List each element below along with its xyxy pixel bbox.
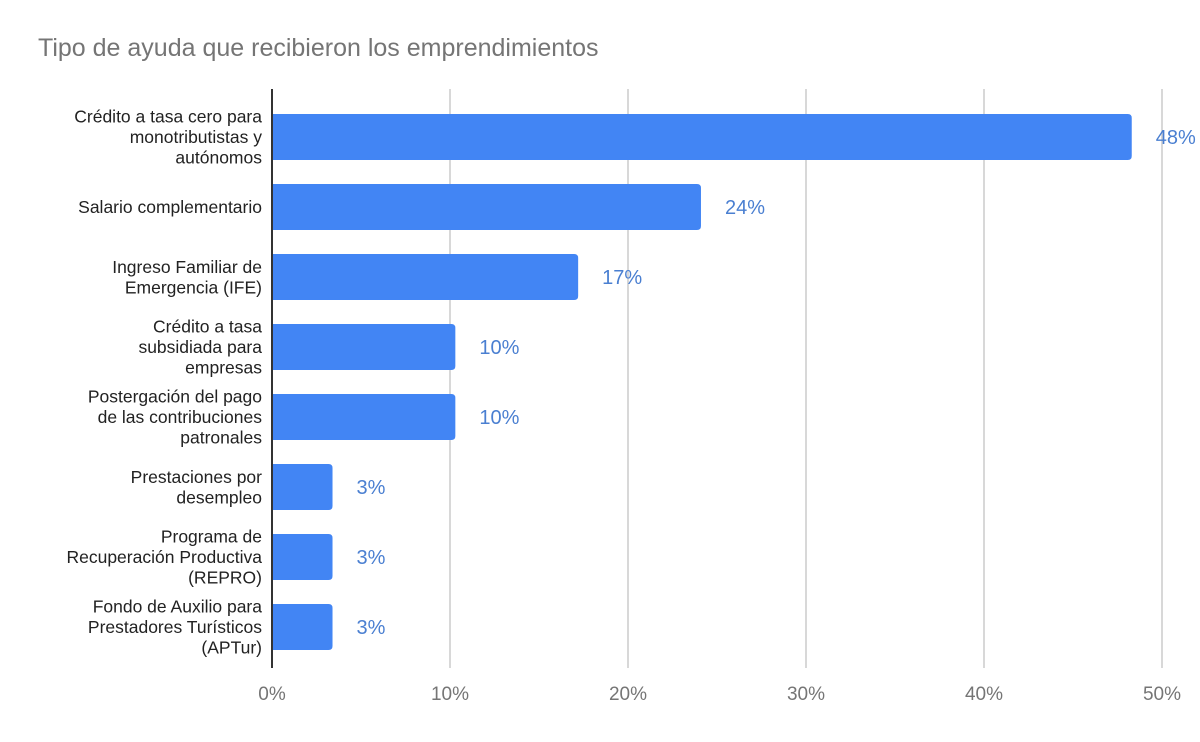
labels: 0% 10% 20% 30% 40% 50% 48% Crédito a tasa cero … xyxy=(66,107,1196,706)
category-label-line: Crédito a tasa xyxy=(153,317,262,337)
category-label: Programa de Recuperación Productiva (REPRO… xyxy=(66,527,262,588)
bar xyxy=(272,184,701,230)
chart-title: Tipo de ayuda que recibieron los emprend… xyxy=(38,34,599,62)
category-label-line: Ingreso Familiar de xyxy=(112,257,262,277)
category-label-line: Programa de xyxy=(161,527,262,547)
x-tick-label: 20% xyxy=(609,684,647,705)
category-label-line: patronales xyxy=(180,428,262,448)
bar xyxy=(272,534,333,580)
category-label-line: Crédito a tasa cero para xyxy=(74,107,262,127)
gridlines xyxy=(449,89,1163,668)
category-label: Fondo de Auxilio para Prestadores Turísti… xyxy=(88,597,262,658)
category-label-line: Fondo de Auxilio para xyxy=(93,597,263,617)
bar xyxy=(272,394,456,440)
category-label-line: monotributistas y xyxy=(130,127,263,147)
category-label-line: (REPRO) xyxy=(188,568,262,588)
x-tick-label: 40% xyxy=(965,684,1003,705)
category-label-line: Prestadores Turísticos xyxy=(88,617,262,637)
data-label: 3% xyxy=(357,547,386,569)
category-label: Crédito a tasa subsidiada para empresas xyxy=(138,317,262,378)
bar xyxy=(272,254,579,300)
category-label-line: autónomos xyxy=(175,148,262,168)
data-label: 48% xyxy=(1156,127,1196,149)
category-label-line: Emergencia (IFE) xyxy=(125,277,262,297)
bar xyxy=(272,114,1132,160)
category-label: Postergación del pago de las contribucion… xyxy=(88,387,262,448)
category-label-line: subsidiada para xyxy=(138,337,262,357)
x-tick-label: 0% xyxy=(258,684,286,705)
category-label-line: de las contribuciones xyxy=(98,407,263,427)
bar xyxy=(272,464,333,510)
category-label-line: Prestaciones por xyxy=(131,467,262,487)
data-label: 10% xyxy=(479,337,519,359)
category-label-line: (APTur) xyxy=(201,638,262,658)
data-label: 10% xyxy=(479,407,519,429)
x-tick-label: 10% xyxy=(431,684,469,705)
category-label: Ingreso Familiar de Emergencia (IFE) xyxy=(112,257,262,298)
category-label-line: desempleo xyxy=(176,487,262,507)
x-tick-label: 50% xyxy=(1143,684,1181,705)
x-tick-label: 30% xyxy=(787,684,825,705)
category-label: Crédito a tasa cero para monotributistas … xyxy=(74,107,262,168)
bar xyxy=(272,324,456,370)
category-label: Salario complementario xyxy=(78,197,262,217)
data-label: 17% xyxy=(602,267,642,289)
bars xyxy=(272,114,1132,650)
category-label-line: Salario complementario xyxy=(78,197,262,217)
category-label-line: Postergación del pago xyxy=(88,387,262,407)
data-label: 3% xyxy=(357,617,386,639)
data-label: 3% xyxy=(357,477,386,499)
category-label: Prestaciones por desempleo xyxy=(131,467,262,508)
category-label-line: empresas xyxy=(185,358,262,378)
data-label: 24% xyxy=(725,197,765,219)
bar xyxy=(272,604,333,650)
category-label-line: Recuperación Productiva xyxy=(66,547,262,567)
